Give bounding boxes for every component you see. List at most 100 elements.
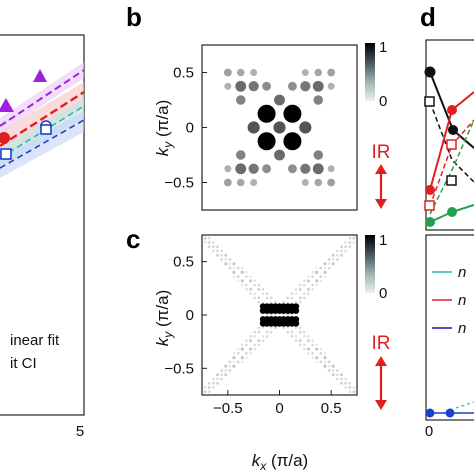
heatmap-cell [237,347,240,351]
heatmap-cell [224,253,228,257]
heatmap-cell [336,249,339,253]
heatmap-cell [303,335,306,338]
heatmap-cell [298,326,302,330]
y-tick-label: 0.5 [173,65,194,82]
x-tick-label: 0.5 [321,400,342,417]
heatmap-cell [270,326,273,329]
heatmap-cell [232,360,236,364]
heatmap-cell [290,296,294,300]
heatmap-cell [212,249,215,253]
purple-fit-line [0,69,84,127]
heatmap-cell [232,364,236,368]
heatmap-cell [323,270,327,274]
heatmap-cell [253,335,256,338]
green-dashed-line [429,119,474,215]
heatmap-cell [257,339,261,343]
heatmap-cell [232,270,236,274]
heatmap-cell [232,262,236,266]
heatmap-cell [224,369,228,372]
teal-dashed-line [449,401,474,411]
heatmap-cell [224,373,228,377]
bragg-spot [283,104,302,123]
red-circle-marker [425,185,435,195]
heatmap-cell [315,283,318,287]
bragg-spot [300,81,311,92]
heatmap-cell [323,364,327,368]
bragg-spot [235,163,247,175]
heatmap-cell [311,283,314,287]
heatmap-cell [253,330,257,334]
heatmap-cell [249,347,253,351]
heatmap-cell [282,326,285,330]
panel-b-ir-label: IR [372,142,391,163]
heatmap-cell [348,245,352,249]
heatmap-cell [228,262,232,265]
heatmap-cell [286,326,289,329]
panel-a: inear fit it CI 5 [0,34,85,440]
bragg-spot [250,179,258,186]
panel-c-heatmap [203,236,356,394]
bragg-spot [299,121,312,134]
heatmap-cell [257,326,261,330]
heatmap-cell [236,360,240,364]
heatmap-cell [344,249,347,253]
heatmap-cell [261,335,265,338]
heatmap-cell [241,360,244,364]
heatmap-cell [290,292,294,296]
heatmap-cell [319,352,323,355]
y-tick-label: −0.5 [164,360,194,377]
heatmap-cell [331,369,335,372]
y-tick-label: 0 [186,307,194,324]
heatmap-cell [311,288,314,291]
heatmap-cell [311,339,314,342]
heatmap-cell [319,347,322,351]
heatmap-cell [303,343,306,347]
heatmap-cell [311,271,314,274]
heatmap-cell [274,300,277,304]
panel-c-x-axis-label: kx (π/a) [252,451,308,473]
bragg-spot [314,178,323,187]
bragg-spot [247,121,260,134]
heatmap-cell [331,262,335,266]
heatmap-cell [249,352,252,355]
panel-c-frame [201,234,358,396]
heatmap-cell [249,287,253,291]
heatmap-cell [216,381,219,385]
heatmap-cell [303,292,306,295]
heatmap-cell [253,283,256,287]
heatmap-cell [253,292,256,295]
heatmap-cell [253,296,257,300]
heatmap-cell [315,343,318,347]
heatmap-cell [282,300,285,304]
heatmap-cell [298,343,302,347]
bragg-spot [250,69,258,76]
heatmap-cell [207,245,211,249]
panel-b-colorbar [365,43,375,101]
legend-label-n3: n [458,320,466,337]
heatmap-cell [212,241,215,244]
blue-circle-marker [445,408,455,418]
heatmap-cell [344,245,347,249]
heatmap-cell [245,352,248,355]
heatmap-cell [286,296,290,300]
heatmap-cell [294,288,298,291]
heatmap-cell [344,377,347,381]
heatmap-cell [236,266,240,270]
heatmap-cell [298,296,302,300]
panel-c-x-ticks: −0.5 0 0.5 [213,390,342,417]
heatmap-cell [315,347,319,351]
x-tick-label: 0 [275,400,283,417]
heatmap-cell [294,301,298,304]
heatmap-cell [340,253,343,257]
heatmap-cell [265,313,269,317]
heatmap-cell [315,356,319,360]
heatmap-cell [245,288,248,291]
heatmap-cell [307,275,310,278]
heatmap-cell [207,381,211,385]
black-dashed-line [429,101,474,183]
heatmap-cell [207,386,211,389]
bragg-spot [235,150,246,160]
bragg-spot [301,179,309,186]
panel-d-x-tick: 0 [425,423,433,440]
heatmap-cell [249,275,252,278]
